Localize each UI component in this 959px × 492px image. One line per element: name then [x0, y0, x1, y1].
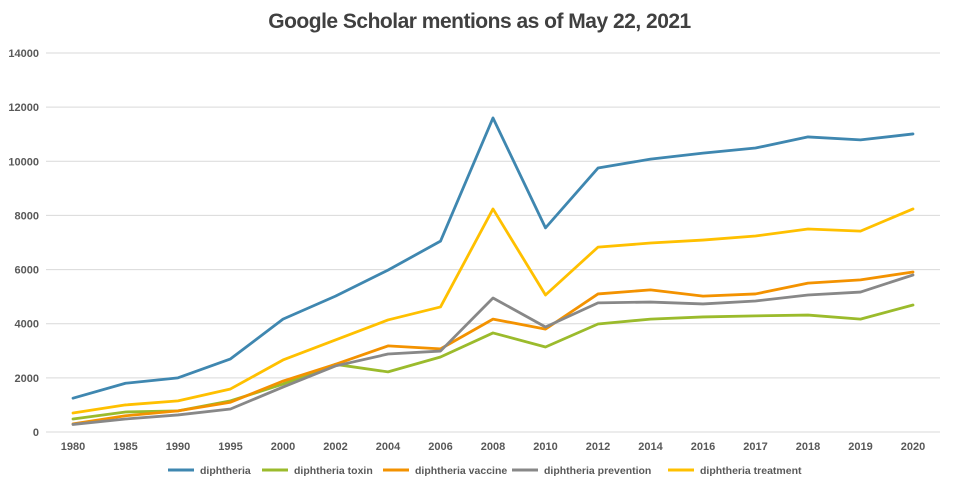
x-tick-label: 1980	[61, 441, 85, 453]
x-tick-label: 1995	[218, 441, 242, 453]
series-line-diphtheria-toxin	[71, 303, 915, 421]
x-tick-label: 2017	[743, 441, 767, 453]
y-tick-label: 14000	[8, 48, 39, 60]
y-tick-label: 10000	[8, 156, 39, 168]
x-tick-label: 2010	[533, 441, 557, 453]
series-line-diphtheria-vaccine	[71, 270, 915, 426]
x-tick-label: 2012	[586, 441, 610, 453]
x-tick-label: 2004	[376, 441, 401, 453]
x-tick-label: 1990	[166, 441, 190, 453]
x-tick-label: 2014	[638, 441, 663, 453]
series-line-diphtheria	[71, 116, 915, 400]
legend-label: diphtheria	[200, 465, 251, 477]
y-tick-label: 12000	[8, 102, 39, 114]
legend-label: diphtheria treatment	[700, 465, 802, 477]
y-tick-label: 0	[33, 427, 39, 439]
x-tick-label: 2019	[848, 441, 872, 453]
x-tick-label: 1985	[113, 441, 137, 453]
series-line-diphtheria-treatment	[71, 207, 915, 415]
y-tick-label: 2000	[15, 373, 39, 385]
x-tick-label: 2018	[796, 441, 820, 453]
y-tick-label: 8000	[15, 210, 39, 222]
series-line-diphtheria-prevention	[71, 273, 915, 426]
x-tick-label: 2016	[691, 441, 715, 453]
legend-label: diphtheria toxin	[294, 465, 373, 477]
legend-label: diphtheria vaccine	[415, 465, 507, 477]
y-tick-label: 4000	[15, 319, 39, 331]
y-tick-label: 6000	[15, 265, 39, 277]
x-tick-label: 2002	[323, 441, 347, 453]
x-tick-label: 2000	[271, 441, 295, 453]
legend-label: diphtheria prevention	[544, 465, 651, 477]
x-tick-label: 2006	[428, 441, 452, 453]
chart-title: Google Scholar mentions as of May 22, 20…	[268, 10, 691, 33]
x-tick-label: 2008	[481, 441, 505, 453]
x-tick-label: 2020	[901, 441, 925, 453]
